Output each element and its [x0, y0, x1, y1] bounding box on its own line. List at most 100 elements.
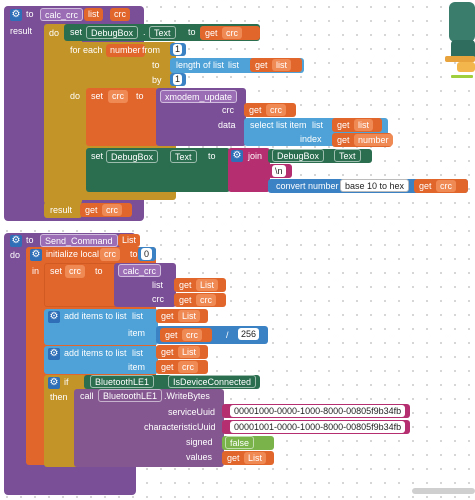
gear-icon[interactable]: ⚙ [30, 249, 42, 261]
var-list[interactable]: List [196, 279, 219, 291]
to-label: to [26, 235, 34, 245]
from-label: from [142, 45, 160, 55]
get-list-block[interactable]: get list [250, 58, 302, 72]
crc-arg-label: crc [152, 294, 164, 304]
var-crc[interactable]: crc [436, 180, 456, 192]
var-crc[interactable]: crc [100, 248, 120, 261]
get-list-block[interactable]: get List [156, 345, 208, 359]
var-number[interactable]: number [106, 44, 145, 57]
get-crc-block[interactable]: get crc [156, 360, 208, 374]
var-crc[interactable]: crc [65, 265, 85, 278]
text-value[interactable]: \n [272, 165, 286, 177]
procedure-name-send-command[interactable]: Send_Command [40, 234, 118, 247]
var-crc[interactable]: crc [178, 361, 198, 373]
property-dropdown[interactable]: IsDeviceConnected [168, 375, 257, 388]
get-crc-block[interactable]: get crc [200, 26, 260, 40]
get-list-block[interactable]: get List [174, 278, 226, 292]
var-crc[interactable]: crc [182, 329, 202, 341]
get-crc-block[interactable]: get crc [174, 293, 226, 307]
trash-icon[interactable] [445, 0, 475, 80]
var-crc[interactable]: crc [266, 104, 286, 116]
param-list[interactable]: list [84, 8, 103, 21]
number-value[interactable]: 0 [141, 248, 153, 260]
component-dropdown[interactable]: BluetoothLE1 [90, 375, 155, 388]
number-block-from[interactable]: 1 [170, 43, 186, 56]
var-list[interactable]: List [244, 452, 267, 464]
var-crc[interactable]: crc [102, 204, 122, 216]
component-dropdown[interactable]: DebugBox [106, 150, 159, 163]
get-crc-block[interactable]: get crc [80, 203, 132, 217]
logic-false-block[interactable]: false [222, 436, 274, 450]
horizontal-scrollbar[interactable] [412, 488, 475, 494]
number-value[interactable]: 1 [173, 44, 183, 55]
select-list-item-block[interactable]: select list item list index [244, 118, 388, 146]
call-xmodem-update-block[interactable]: xmodem_update crc data [156, 88, 246, 146]
var-crc[interactable]: crc [108, 90, 128, 103]
property-dropdown[interactable]: Text [334, 149, 361, 162]
set-debugbox-text-join-block[interactable]: set DebugBox Text to [86, 148, 230, 192]
property-dropdown[interactable]: Text [149, 26, 176, 39]
var-crc[interactable]: crc [196, 294, 216, 306]
text-newline-block[interactable]: \n [268, 164, 292, 178]
gear-icon[interactable]: ⚙ [10, 235, 22, 247]
get-number-block[interactable]: get number [332, 133, 393, 147]
result-label: result [50, 205, 73, 215]
add-items-label: add items to list [64, 348, 127, 358]
text-value[interactable]: 00001001-0000-1000-8000-00805f9b34fb [230, 421, 406, 433]
number-value[interactable]: 256 [238, 328, 260, 340]
gear-icon[interactable]: ⚙ [231, 150, 243, 162]
text-value[interactable]: 00001000-0000-1000-8000-00805f9b34fb [230, 405, 406, 417]
text-characteristic-uuid-block[interactable]: 00001001-0000-1000-8000-00805f9b34fb [222, 420, 410, 434]
component-dropdown[interactable]: DebugBox [86, 26, 139, 39]
param-crc[interactable]: crc [110, 8, 130, 21]
number-block-init[interactable]: 0 [138, 247, 156, 261]
var-number[interactable]: number [354, 134, 393, 146]
get-label: get [337, 135, 350, 145]
var-list[interactable]: List [178, 346, 201, 358]
get-crc-block[interactable]: get crc [244, 103, 296, 117]
get-label: get [337, 120, 350, 130]
get-label: get [205, 28, 218, 38]
call-write-bytes-block[interactable]: call BluetoothLE1 .WriteBytes serviceUui… [74, 389, 224, 467]
call-calc-crc-block[interactable]: calc_crc list crc [114, 263, 176, 307]
param-list[interactable]: List [118, 234, 141, 247]
set-crc-block[interactable]: set crc to [86, 88, 158, 146]
component-dropdown[interactable]: BluetoothLE1 [98, 389, 163, 402]
procedure-dropdown[interactable]: xmodem_update [160, 90, 238, 103]
get-label: get [165, 330, 178, 340]
procedure-dropdown[interactable]: calc_crc [118, 264, 162, 277]
number-block-by[interactable]: 1 [170, 73, 186, 86]
join-label: join [248, 151, 263, 161]
gear-icon[interactable]: ⚙ [48, 311, 60, 323]
add-items-to-list-block[interactable]: ⚙ add items to list list item [44, 346, 158, 374]
get-list-block[interactable]: get List [222, 451, 274, 465]
gear-icon[interactable]: ⚙ [48, 377, 60, 389]
property-dropdown[interactable]: Text [170, 150, 197, 163]
do-label: do [70, 91, 81, 101]
add-items-to-list-block[interactable]: ⚙ add items to list list item [44, 309, 158, 345]
convert-mode-dropdown[interactable]: base 10 to hex [340, 179, 410, 192]
text-service-uuid-block[interactable]: 00001000-0000-1000-8000-00805f9b34fb [222, 404, 410, 418]
gear-icon[interactable]: ⚙ [10, 9, 22, 21]
to-label: to [95, 266, 103, 276]
data-arg-label: data [218, 120, 236, 130]
var-list[interactable]: list [272, 59, 291, 71]
by-label: by [152, 75, 162, 85]
get-list-block[interactable]: get List [156, 309, 208, 323]
set-crc-block[interactable]: set crc to [44, 263, 118, 307]
get-crc-block[interactable]: get crc [414, 179, 468, 193]
boolean-dropdown[interactable]: false [225, 436, 255, 449]
get-list-block[interactable]: get list [332, 118, 382, 132]
var-crc[interactable]: crc [222, 27, 242, 39]
debugbox-text-getter[interactable]: DebugBox Text [268, 149, 372, 163]
is-device-connected-block[interactable]: BluetoothLE1 IsDeviceConnected [84, 375, 260, 389]
procedure-name-calc-crc[interactable]: calc_crc [40, 8, 84, 21]
component-dropdown[interactable]: DebugBox [272, 149, 325, 162]
gear-icon[interactable]: ⚙ [48, 348, 60, 360]
number-value[interactable]: 1 [173, 74, 183, 85]
get-crc-block[interactable]: get crc [160, 328, 212, 342]
var-list[interactable]: List [178, 310, 201, 322]
join-block[interactable]: ⚙ join [228, 148, 270, 192]
var-list[interactable]: list [354, 119, 373, 131]
index-label: index [300, 134, 322, 144]
